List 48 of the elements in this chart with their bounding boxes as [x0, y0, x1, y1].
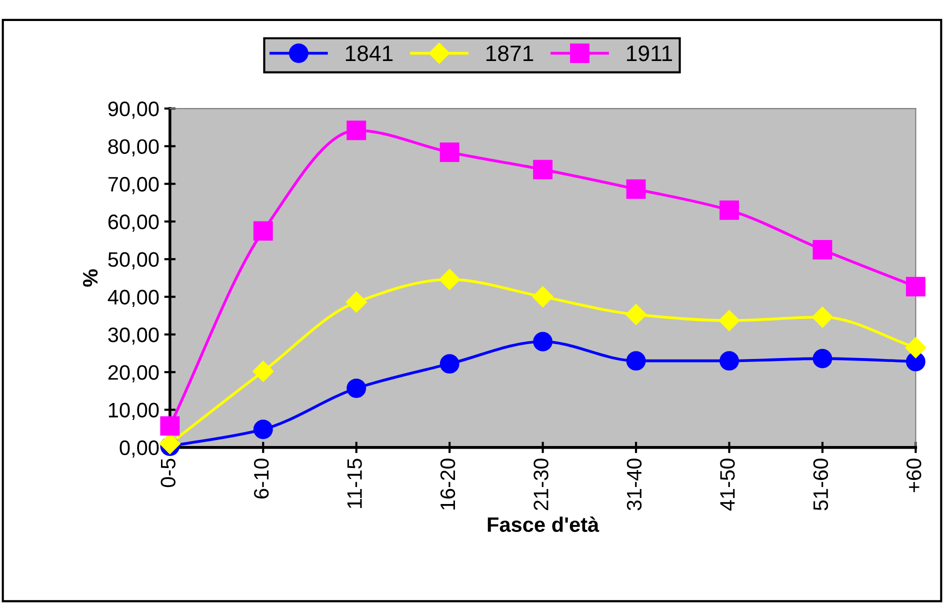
- point: [440, 354, 460, 374]
- point: [718, 310, 740, 332]
- point: [346, 378, 366, 398]
- x-tick-label: 41-50: [720, 458, 735, 511]
- x-tick-label: 11-15: [347, 458, 362, 508]
- point: [252, 360, 274, 382]
- point: [346, 120, 366, 140]
- x-tick-label: 51-60: [813, 458, 828, 510]
- x-tick-label: 6-10: [254, 458, 269, 498]
- x-tick-label: 21-30: [534, 458, 548, 510]
- legend-label: 1911: [627, 46, 672, 62]
- point: [346, 292, 367, 313]
- y-tick-label: 90,00: [108, 102, 159, 119]
- point: [440, 142, 460, 162]
- point: [532, 286, 554, 308]
- point: [906, 276, 926, 296]
- legend-label: 1871: [486, 46, 534, 62]
- y-tick-label: 50,00: [108, 252, 159, 270]
- legend-label: 1841: [346, 46, 393, 62]
- point: [626, 179, 646, 199]
- point: [812, 240, 832, 260]
- y-tick-label: 80,00: [108, 139, 159, 156]
- y-tick-label: 30,00: [108, 327, 159, 345]
- point: [533, 160, 553, 180]
- point: [439, 268, 460, 290]
- point: [160, 416, 180, 436]
- y-tick-label: 60,00: [108, 214, 159, 232]
- x-axis-title: Fasce d'età: [488, 516, 600, 532]
- point: [905, 337, 926, 358]
- y-tick-label: 70,00: [108, 176, 159, 194]
- y-axis-title: %: [83, 269, 98, 287]
- point: [626, 304, 647, 326]
- y-tick-label: 10,00: [108, 402, 159, 420]
- x-tick-label: 16-20: [440, 458, 456, 510]
- point: [253, 221, 273, 241]
- y-tick-label: 0,00: [120, 440, 159, 458]
- point: [812, 306, 833, 328]
- y-tick-label: 20,00: [108, 365, 159, 382]
- point: [626, 351, 646, 371]
- point: [812, 348, 832, 368]
- point: [720, 351, 739, 371]
- x-tick-label: +60: [906, 458, 922, 492]
- x-tick-label: 0-5: [160, 458, 176, 488]
- point: [533, 332, 553, 352]
- point: [720, 200, 739, 220]
- y-tick-label: 40,00: [108, 290, 159, 308]
- x-tick-label: 31-40: [626, 458, 642, 510]
- point: [253, 420, 273, 440]
